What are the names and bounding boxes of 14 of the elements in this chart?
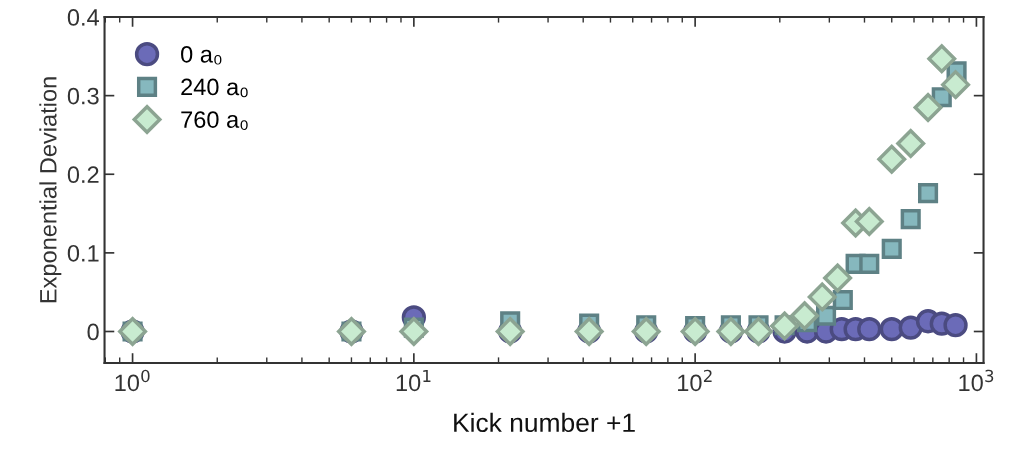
y-axis-title: Exponential Deviation bbox=[39, 77, 62, 303]
x-tick-label: 10$^{2}$ bbox=[678, 369, 712, 392]
legend-label: 240 a₀ bbox=[181, 78, 248, 98]
y-tick-label: 0.2 bbox=[67, 166, 99, 184]
x-tick-label: 10$^{0}$ bbox=[115, 369, 150, 392]
y-tick-label: 0.1 bbox=[67, 244, 99, 262]
legend-label: 0 a₀ bbox=[181, 45, 222, 65]
y-tick-label: 0.4 bbox=[67, 9, 99, 26]
x-axis-title: Kick number +1 bbox=[454, 412, 635, 433]
legend-label: 760 a₀ bbox=[181, 111, 248, 130]
x-tick-label: 10$^{1}$ bbox=[396, 369, 431, 392]
y-tick-label: 0.3 bbox=[67, 87, 99, 105]
x-tick-label: 10$^{3}$ bbox=[959, 369, 994, 392]
y-tick-label: 0 bbox=[87, 323, 99, 341]
